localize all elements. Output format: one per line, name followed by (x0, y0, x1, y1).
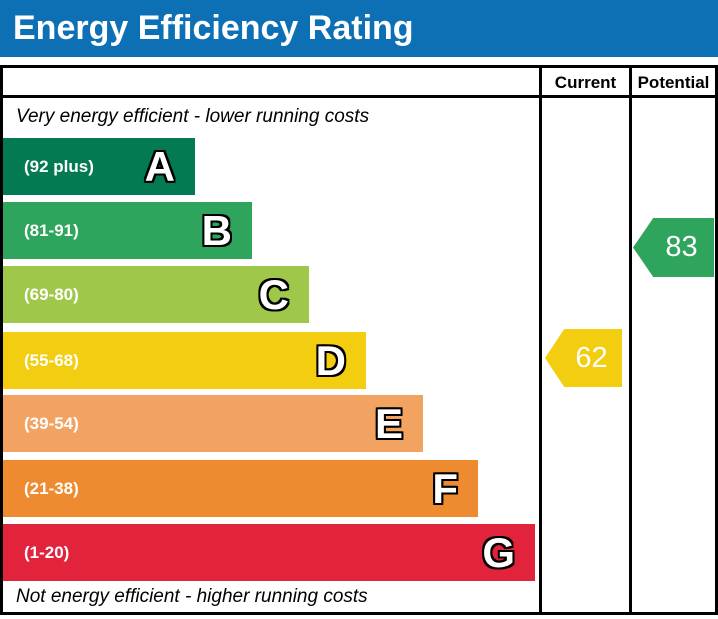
rating-table: Current Potential Very energy efficient … (0, 65, 718, 615)
title-bar: Energy Efficiency Rating (0, 0, 718, 57)
current-column-divider (539, 68, 542, 612)
potential-rating-arrow: 83 (633, 218, 714, 277)
band-row-A: (92 plus) A (3, 138, 195, 195)
bottom-note: Not energy efficient - higher running co… (16, 586, 368, 607)
band-row-F: (21-38) F (3, 460, 478, 517)
band-letter-G: G (482, 529, 515, 576)
band-range-label-C: (69-80) (24, 284, 79, 304)
potential-column-divider (629, 68, 632, 612)
band-letter-B: B (201, 207, 232, 254)
band-range-label-B: (81-91) (24, 220, 79, 240)
band-row-C: (69-80) C (3, 266, 309, 323)
top-note: Very energy efficient - lower running co… (16, 106, 370, 127)
table-body: Very energy efficient - lower running co… (3, 101, 715, 612)
band-range-label-A: (92 plus) (24, 156, 94, 176)
band-letter-F: F (432, 465, 458, 512)
band-letter-D: D (315, 337, 346, 384)
page-title: Energy Efficiency Rating (13, 9, 414, 47)
table-header: Current Potential (3, 68, 715, 98)
current-column-header: Current (554, 73, 617, 92)
band-range-label-D: (55-68) (24, 350, 79, 370)
band-row-E: (39-54) E (3, 395, 423, 452)
band-row-B: (81-91) B (3, 202, 252, 259)
band-range-label-G: (1-20) (24, 542, 70, 562)
band-range-label-E: (39-54) (24, 413, 79, 433)
band-range-label-F: (21-38) (24, 478, 79, 498)
band-letter-A: A (144, 143, 175, 190)
bands-layer: (92 plus) A (81-91) B (69-80) C (55-68) D (39-54… (3, 101, 715, 612)
current-rating-value: 62 (575, 341, 608, 374)
band-row-D: (55-68) D (3, 332, 366, 389)
potential-rating-value: 83 (665, 231, 698, 263)
band-letter-C: C (258, 271, 289, 318)
band-letter-E: E (374, 400, 403, 447)
potential-column-header: Potential (637, 73, 710, 92)
band-row-G: (1-20) G (3, 524, 535, 581)
